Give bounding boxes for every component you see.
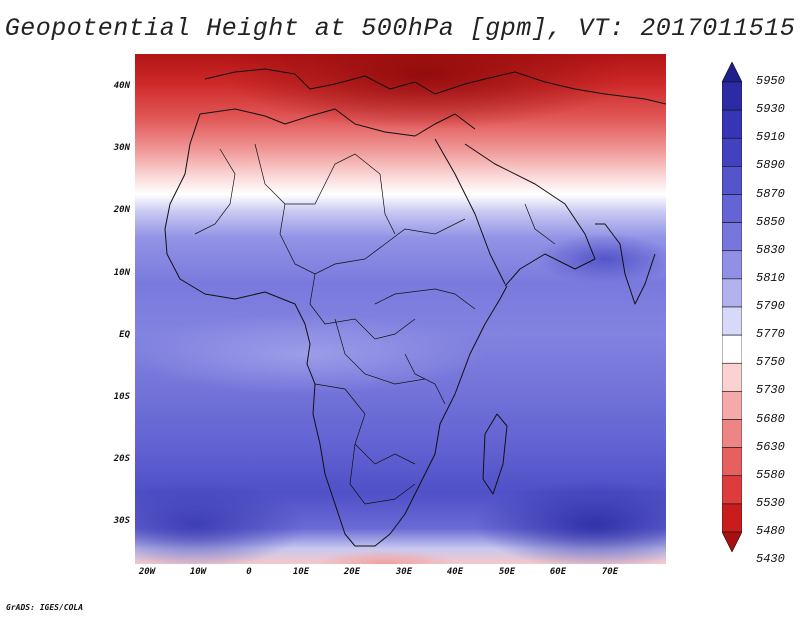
lon-tick-label: 0 <box>246 567 252 577</box>
colorbar-level-label: 5810 <box>756 270 785 285</box>
colorbar-swatch <box>722 250 742 280</box>
colorbar-swatch <box>722 166 742 195</box>
lat-tick-label: 10N <box>113 268 130 278</box>
colorbar-swatch <box>722 419 742 448</box>
colorbar-level-label: 5950 <box>756 74 785 88</box>
colorbar-level-label: 5830 <box>756 242 785 257</box>
lon-tick-label: 10W <box>189 567 207 577</box>
colorbar-swatch <box>722 447 742 477</box>
colorbar-level-label: 5730 <box>756 383 785 398</box>
colorbar-level-label: 5480 <box>756 524 785 538</box>
colorbar-level-label: 5930 <box>756 102 785 117</box>
colorbar-level-label: 5890 <box>756 158 785 173</box>
colorbar-level-label: 5530 <box>756 495 785 510</box>
colorbar-swatch <box>722 306 742 336</box>
map-title: Geopotential Height at 500hPa [gpm], VT:… <box>4 14 796 43</box>
south-atlantic-high <box>135 479 305 564</box>
lon-tick-label: 50E <box>498 567 516 577</box>
colorbar-swatch <box>722 109 742 139</box>
lon-tick-label: 40E <box>446 567 464 577</box>
colorbar-swatch <box>722 194 742 223</box>
colorbar-swatch <box>722 391 742 420</box>
southern-trough <box>315 550 455 564</box>
coastlines <box>164 68 666 547</box>
colorbar-level-label: 5630 <box>756 439 785 454</box>
colorbar-level-label: 5870 <box>756 186 785 201</box>
colorbar-swatch <box>722 503 742 533</box>
colorbar-swatch <box>722 62 742 83</box>
colorbar-level-label: 5750 <box>756 355 785 370</box>
lon-tick-label: 30E <box>395 567 413 577</box>
lat-tick-label: 10S <box>113 392 130 402</box>
colorbar-level-label: 5580 <box>756 467 785 482</box>
colorbar-swatch <box>722 531 742 552</box>
indian-ocean-high <box>475 479 666 564</box>
trough-core <box>225 54 625 129</box>
lon-tick-label: 10E <box>292 567 310 577</box>
colorbar-level-label: 5770 <box>756 327 785 342</box>
lon-tick-label: 20E <box>343 567 361 577</box>
colorbar-swatch <box>722 362 742 392</box>
colorbar-swatch <box>722 137 742 167</box>
lat-tick-label: 30N <box>113 143 130 153</box>
arabian-high <box>535 234 666 284</box>
lon-tick-label: 20W <box>138 567 156 577</box>
geopotential-map <box>135 54 666 564</box>
colorbar-level-label: 5850 <box>756 214 785 229</box>
map-panel <box>135 54 666 564</box>
country-borders <box>194 143 556 505</box>
grads-credit: GrADS: IGES/COLA <box>6 603 84 612</box>
lon-tick-label: 70E <box>601 567 619 577</box>
lat-tick-label: 20N <box>113 205 130 215</box>
map-field <box>135 54 666 564</box>
lat-tick-label: 20S <box>113 454 130 464</box>
colorbar-level-label: 5430 <box>756 552 785 567</box>
lat-tick-label: EQ <box>119 330 130 340</box>
colorbar-level-label: 5790 <box>756 299 785 313</box>
colorbar-swatch <box>722 334 742 364</box>
central-light-zone <box>135 314 485 394</box>
colorbar-swatch <box>722 81 742 111</box>
lat-tick-label: 30S <box>113 516 130 526</box>
colorbar-swatch <box>722 222 742 252</box>
lat-tick-label: 40N <box>113 81 130 91</box>
colorbar-swatch <box>722 278 742 308</box>
colorbar-level-label: 5910 <box>756 130 785 145</box>
lon-tick-label: 60E <box>549 567 567 577</box>
colorbar-level-label: 5680 <box>756 411 785 426</box>
colorbar-swatch <box>722 475 742 505</box>
colorbar <box>722 62 742 552</box>
